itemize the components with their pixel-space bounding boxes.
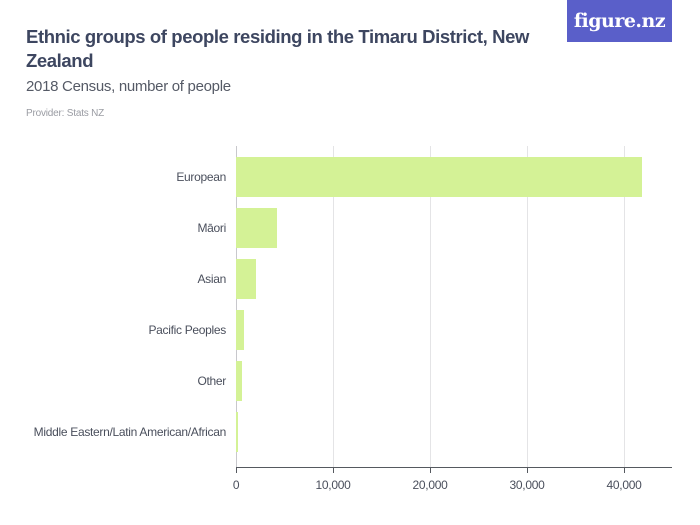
category-label: Other: [197, 374, 226, 388]
bar-asian[interactable]: [236, 259, 256, 299]
plot-area: [236, 146, 672, 467]
gridline: [527, 146, 528, 467]
gridline: [430, 146, 431, 467]
x-tick: [624, 467, 625, 473]
gridline: [624, 146, 625, 467]
chart-subtitle: 2018 Census, number of people: [26, 78, 231, 95]
gridline: [333, 146, 334, 467]
category-label: Middle Eastern/Latin American/African: [33, 425, 227, 439]
bar-other[interactable]: [236, 361, 242, 401]
x-tick-label: 40,000: [606, 478, 642, 492]
x-tick: [236, 467, 237, 473]
x-tick: [527, 467, 528, 473]
x-tick: [430, 467, 431, 473]
category-label: Pacific Peoples: [148, 323, 226, 337]
x-axis-line: [236, 467, 672, 468]
bar-m-ori[interactable]: [236, 208, 277, 248]
category-label: Asian: [197, 272, 226, 286]
category-label: Māori: [197, 221, 226, 235]
x-tick-label: 0: [232, 478, 240, 492]
bar-pacific-peoples[interactable]: [236, 310, 245, 350]
x-tick: [333, 467, 334, 473]
chart-title: Ethnic groups of people residing in the …: [26, 26, 529, 71]
category-label: European: [176, 170, 226, 184]
x-tick-label: 20,000: [412, 478, 448, 492]
bar-european[interactable]: [236, 157, 643, 197]
figure-nz-logo[interactable]: figure.nz: [567, 0, 672, 42]
bar-middle-eastern-latin-american-african[interactable]: [236, 412, 238, 452]
provider-label: Provider: Stats NZ: [26, 108, 105, 119]
y-axis-line: [236, 146, 237, 467]
x-tick-label: 10,000: [315, 478, 351, 492]
x-tick-label: 30,000: [509, 478, 545, 492]
